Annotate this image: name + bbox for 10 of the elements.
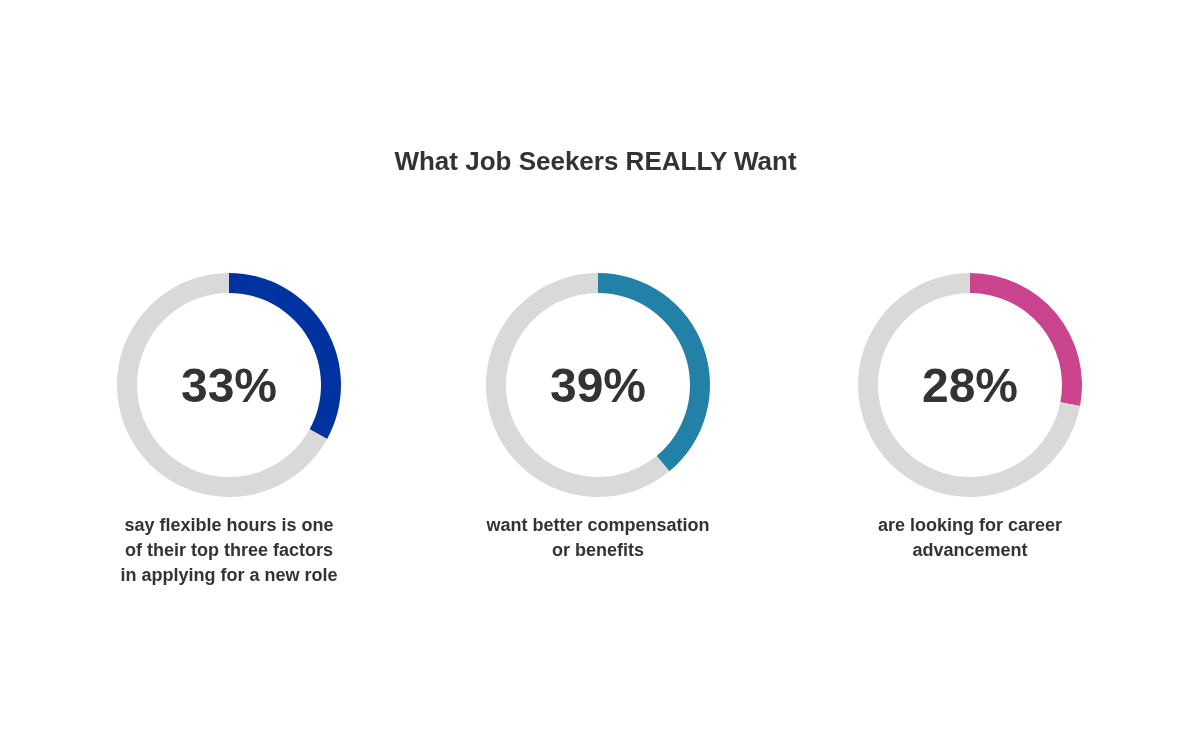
text: 33% bbox=[180, 359, 278, 412]
donut-slice bbox=[117, 273, 328, 497]
text: say flexible hours is one of their top three factors in applying for a new role bbox=[120, 515, 338, 585]
text: 39% bbox=[549, 359, 647, 412]
donut-slice bbox=[486, 273, 670, 497]
text: want better compensation or benefits bbox=[485, 515, 710, 560]
text: are looking for career advancement bbox=[877, 515, 1063, 560]
text: 28% bbox=[921, 359, 1019, 412]
donut-slice bbox=[858, 273, 1081, 497]
chart-title: What Job Seekers REALLY Want bbox=[394, 146, 797, 176]
